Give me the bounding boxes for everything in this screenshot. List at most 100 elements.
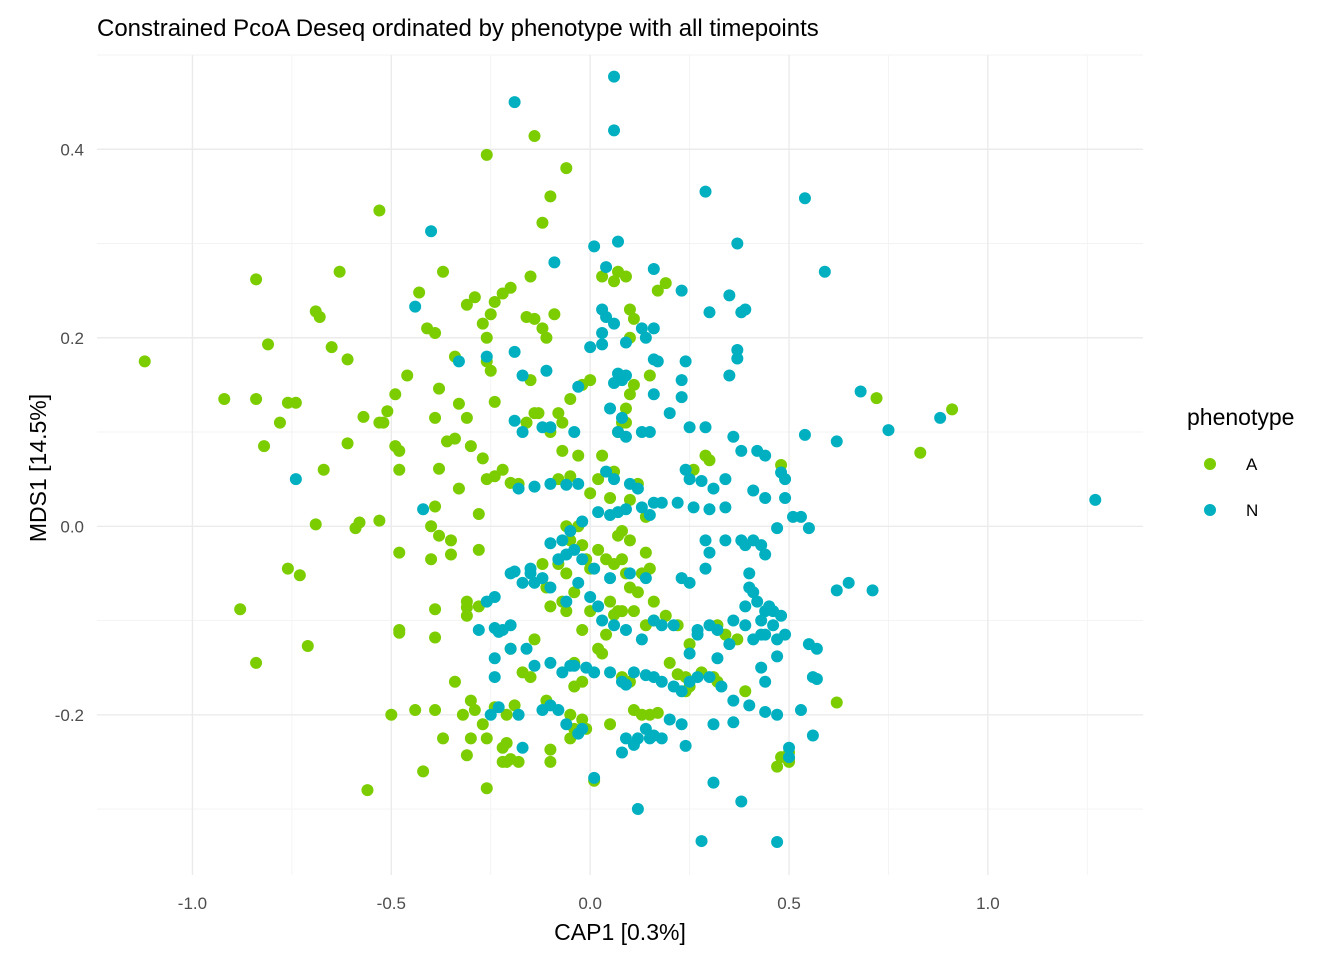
data-point-a [393, 626, 406, 639]
data-point-n [508, 96, 521, 109]
data-point-a [444, 534, 457, 547]
data-point-n [544, 581, 557, 594]
data-points [138, 70, 1102, 849]
data-point-a [548, 308, 561, 321]
data-point-n [675, 391, 688, 404]
data-point-a [500, 737, 513, 750]
data-point-n [528, 659, 541, 672]
data-point-n [560, 478, 573, 491]
x-tick-label: -0.5 [377, 894, 406, 913]
data-point-a [659, 609, 672, 622]
data-point-a [476, 317, 489, 330]
data-point-a [496, 463, 509, 476]
x-axis-title: CAP1 [0.3%] [554, 919, 686, 945]
data-point-n [779, 628, 792, 641]
data-point-n [568, 543, 581, 556]
data-point-n [759, 705, 772, 718]
data-point-n [735, 444, 748, 457]
data-point-n [516, 741, 529, 754]
data-point-a [425, 520, 438, 533]
data-point-a [870, 392, 883, 405]
data-point-a [393, 444, 406, 457]
data-point-n [635, 633, 648, 646]
data-point-n [802, 522, 815, 535]
chart-title: Constrained PcoA Deseq ordinated by phen… [97, 15, 819, 42]
x-tick-label: 0.0 [578, 894, 602, 913]
data-point-n [747, 633, 760, 646]
data-point-n [703, 503, 716, 516]
data-point-n [671, 496, 684, 509]
data-point-n [508, 345, 521, 358]
data-point-n [771, 650, 784, 663]
data-point-n [779, 473, 792, 486]
data-point-n [771, 522, 784, 535]
data-point-a [433, 382, 446, 395]
data-point-a [409, 704, 422, 717]
data-point-n [647, 262, 660, 275]
data-point-a [576, 713, 589, 726]
data-point-n [691, 628, 704, 641]
data-point-n [480, 350, 493, 363]
data-point-a [484, 308, 497, 321]
x-tick-label: 0.5 [777, 894, 801, 913]
data-point-n [755, 614, 768, 627]
data-point-n [679, 739, 692, 752]
data-point-n [544, 656, 557, 669]
data-point-n [683, 647, 696, 660]
data-point-a [596, 449, 609, 462]
data-point-a [600, 628, 613, 641]
data-point-a [460, 411, 473, 424]
data-point-n [619, 623, 632, 636]
data-point-a [560, 605, 573, 618]
data-point-n [655, 732, 668, 745]
data-point-a [946, 403, 959, 416]
data-point-n [608, 70, 621, 83]
data-point-a [500, 708, 513, 721]
data-point-n [631, 482, 644, 495]
data-point-n [727, 430, 740, 443]
data-point-n [508, 414, 521, 427]
data-point-n [743, 567, 756, 580]
data-point-n [619, 369, 632, 382]
data-point-a [377, 416, 390, 429]
data-point-n [767, 619, 780, 632]
data-point-n [707, 718, 720, 731]
data-point-n [484, 708, 497, 721]
data-point-n [743, 699, 756, 712]
data-point-a [623, 303, 636, 316]
data-point-n [683, 421, 696, 434]
data-point-a [425, 553, 438, 566]
data-point-n [520, 642, 533, 655]
legend-title: phenotype [1187, 404, 1294, 430]
data-point-n [647, 388, 660, 401]
data-point-n [524, 562, 537, 575]
data-point-a [544, 743, 557, 756]
data-point-n [623, 567, 636, 580]
data-point-n [739, 303, 752, 316]
data-point-n [830, 435, 843, 448]
data-point-a [429, 704, 442, 717]
data-point-a [651, 706, 664, 719]
y-tick-label: 0.0 [60, 517, 84, 536]
data-point-n [675, 718, 688, 731]
data-point-a [381, 405, 394, 418]
data-point-a [480, 331, 493, 344]
data-point-a [472, 508, 485, 521]
data-point-a [460, 601, 473, 614]
data-point-a [643, 562, 656, 575]
data-point-a [444, 548, 457, 561]
data-point-n [604, 666, 617, 679]
data-point-n [568, 659, 581, 672]
data-point-n [842, 576, 855, 589]
data-point-n [775, 609, 788, 622]
data-point-n [854, 385, 867, 398]
data-point-a [250, 273, 263, 286]
data-point-a [464, 694, 477, 707]
data-point-n [699, 421, 712, 434]
data-point-n [663, 407, 676, 420]
data-point-n [1089, 493, 1102, 506]
data-point-n [679, 463, 692, 476]
data-point-a [643, 369, 656, 382]
data-point-a [373, 204, 386, 217]
data-point-a [452, 482, 465, 495]
